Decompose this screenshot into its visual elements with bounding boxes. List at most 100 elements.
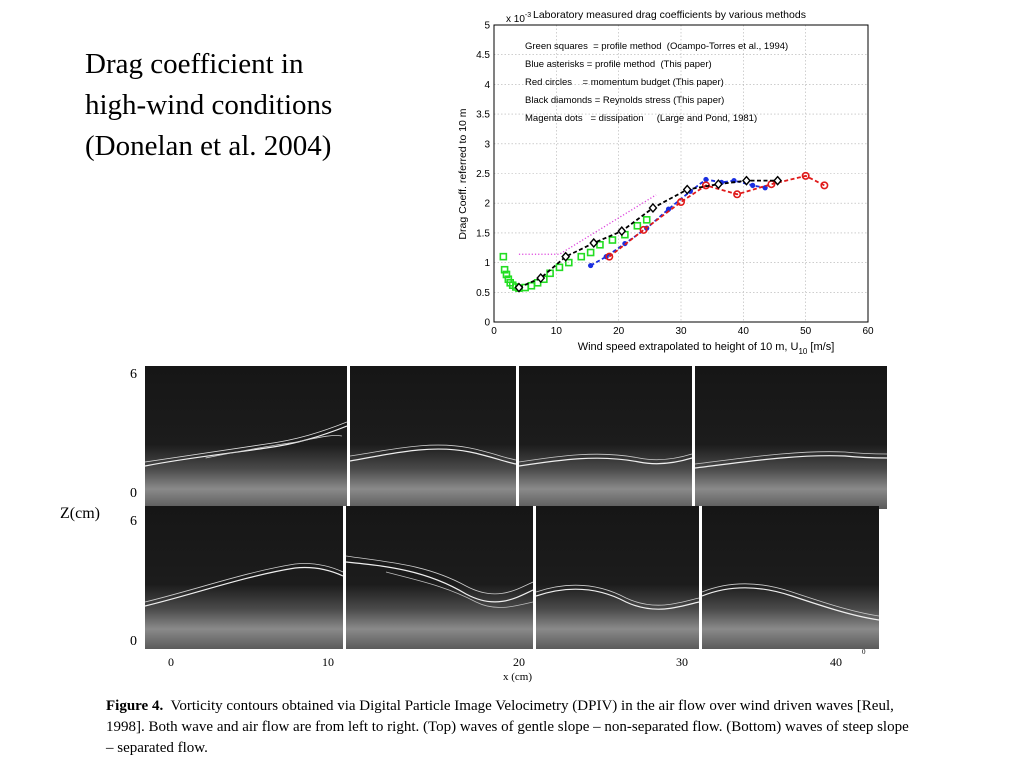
legend-line-green: Green squares = profile method (Ocampo-T… — [525, 41, 788, 52]
x-tick-0: 0 — [168, 655, 174, 669]
data-point — [589, 237, 599, 249]
legend-line-red: Red circles = momentum budget (This pape… — [525, 77, 724, 88]
x-tick-label: 0 — [491, 326, 497, 337]
data-point — [642, 216, 651, 224]
chart-title: Laboratory measured drag coefficients by… — [533, 9, 806, 21]
top-panel-3 — [519, 366, 692, 509]
title-line-2: high-wind conditions — [85, 89, 333, 121]
vorticity-contours — [145, 421, 347, 467]
data-point — [665, 206, 672, 212]
data-point — [588, 262, 594, 269]
plot-frame — [493, 24, 869, 323]
y-tick-label: 3.5 — [476, 110, 490, 121]
y-tick-label: 2.5 — [476, 169, 490, 180]
y-multiplier-exp: -3 — [525, 12, 531, 19]
data-point — [617, 226, 627, 237]
y-tick-label: 1 — [484, 258, 490, 269]
data-point — [713, 179, 723, 190]
data-point — [750, 182, 756, 188]
x-tick-20: 20 — [513, 655, 525, 669]
data-point — [605, 252, 614, 261]
z-axis-label: Z(cm) — [60, 505, 100, 522]
data-point — [733, 190, 742, 199]
legend-line-blue: Blue asterisks = profile method (This pa… — [525, 59, 712, 70]
vorticity-contours — [519, 453, 692, 467]
vorticity-contours — [350, 444, 516, 465]
vorticity-contours — [702, 583, 879, 621]
series-line — [518, 194, 657, 255]
top-y-max: 6 — [130, 367, 137, 382]
bottom-panel-2 — [346, 506, 533, 649]
data-point — [536, 272, 546, 284]
top-panel-2 — [350, 366, 516, 509]
bottom-panel-1 — [145, 506, 343, 649]
data-point — [801, 171, 810, 180]
data-point — [633, 221, 642, 230]
x-axis-label: Wind speed extrapolated to height of 10 … — [578, 341, 835, 356]
y-tick-label: 1.5 — [476, 228, 490, 239]
data-point — [773, 175, 783, 186]
top-panel-1 — [145, 366, 347, 509]
series-magenta-dots — [518, 194, 657, 255]
x-axis-label-main: Wind speed extrapolated to height of 10 … — [578, 341, 799, 353]
series-line — [518, 179, 778, 289]
data-point — [742, 175, 751, 186]
bottom-y-max: 6 — [130, 514, 137, 529]
caption-text: Vorticity contours obtained via Digital … — [106, 698, 909, 756]
y-tick-label: 0 — [484, 318, 490, 329]
bottom-panel-3 — [536, 506, 699, 649]
series-black-diamonds — [514, 175, 783, 293]
data-point — [596, 240, 604, 249]
chart-series — [499, 171, 829, 293]
caption-label: Figure 4. — [106, 698, 164, 714]
x-axis-label-sub: 10 — [798, 347, 807, 356]
title-line-1: Drag coefficient in — [85, 48, 304, 80]
x-tick-label: 30 — [675, 326, 687, 337]
x-tick-30: 30 — [676, 655, 688, 669]
drag-coefficient-chart: 0 10 20 30 40 50 60 0 0.5 1 1.5 2 2.5 3 3.5 4 4.5 5 Labor… — [457, 9, 874, 356]
legend-line-black: Black diamonds = Reynolds stress (This p… — [525, 95, 724, 106]
data-point — [499, 252, 508, 261]
top-y-min: 0 — [130, 486, 137, 501]
y-tick-label: 4.5 — [476, 50, 490, 61]
data-point — [608, 236, 617, 244]
data-point — [648, 202, 658, 214]
x-tick-label: 40 — [738, 326, 750, 337]
data-point — [639, 225, 648, 234]
y-tick-label: 4 — [484, 80, 490, 91]
legend: Green squares = profile method (Ocampo-T… — [525, 41, 788, 124]
top-panel-4 — [695, 366, 887, 509]
x-tick-label: 10 — [551, 326, 563, 337]
bottom-dpiv-strip — [145, 506, 879, 649]
x-tick-label: 60 — [862, 326, 874, 337]
bottom-panel-4 — [702, 506, 879, 649]
data-point — [555, 263, 564, 272]
data-point — [703, 176, 709, 183]
data-point — [561, 251, 571, 262]
data-point — [565, 258, 573, 267]
data-point — [682, 184, 692, 195]
data-point — [500, 265, 509, 274]
legend-line-magenta: Magenta dots = dissipation (Large and Po… — [525, 113, 757, 124]
x-tick-40: 40 — [830, 655, 842, 669]
data-point — [527, 281, 536, 290]
y-multiplier-base: x 10 — [506, 14, 525, 25]
series-blue-asterisks — [588, 176, 768, 269]
y-tick-label: 5 — [484, 21, 490, 32]
data-point — [577, 252, 586, 261]
x-corner-mark: 0 — [862, 648, 866, 656]
title-line-3: (Donelan et al. 2004) — [85, 130, 332, 162]
vorticity-contours — [346, 555, 533, 608]
data-point — [820, 181, 829, 190]
data-point — [514, 282, 524, 293]
y-tick-label: 3 — [484, 139, 490, 150]
bottom-y-min: 0 — [130, 634, 137, 649]
x-axis-label-figure: x (cm) — [503, 671, 533, 683]
chart-ticks: 0 10 20 30 40 50 60 0 0.5 1 1.5 2 2.5 3 3.5 4 4.5 5 — [476, 21, 874, 338]
x-tick-label: 50 — [800, 326, 812, 337]
y-tick-label: 0.5 — [476, 288, 490, 299]
series-line — [608, 174, 825, 258]
vorticity-contours — [145, 563, 343, 607]
slide-title: Drag coefficient in high-wind conditions… — [85, 44, 405, 167]
data-point — [677, 198, 686, 207]
